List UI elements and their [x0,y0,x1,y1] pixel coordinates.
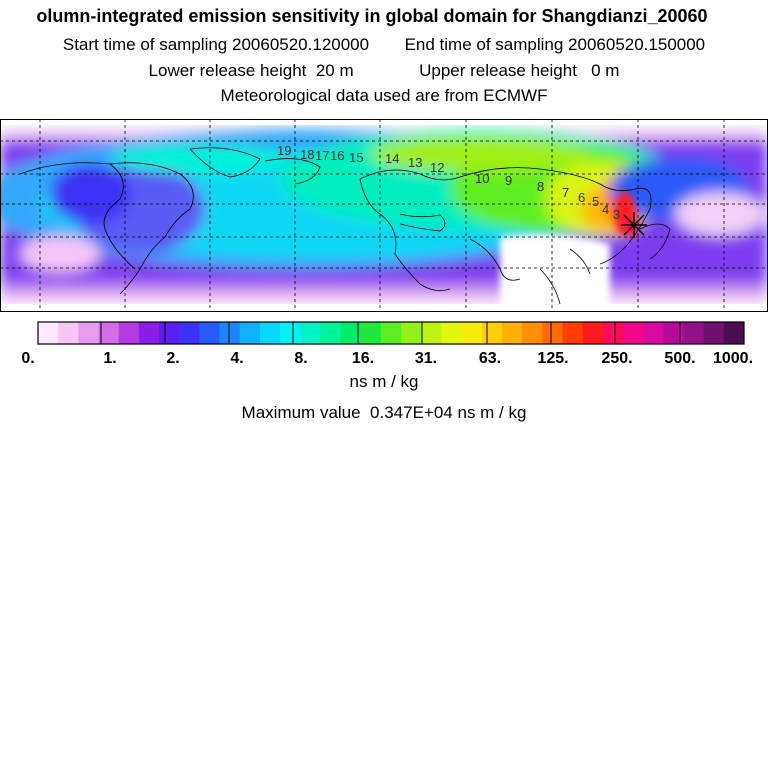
colorbar-cell [481,322,503,344]
release-heights: Lower release height 20 m Upper release … [0,61,768,81]
trajectory-label: 6 [578,190,585,205]
trajectory-label: 7 [562,185,569,200]
trajectory-label: 14 [385,151,399,166]
colorbar-cell [522,322,543,344]
trajectory-label: 13 [408,155,422,170]
colorbar-cell [98,322,120,344]
sensitivity-field [0,119,768,312]
colorbar-frame [37,321,745,345]
colorbar-cell [441,322,462,344]
colorbar-cell [683,322,705,344]
colorbar-cell [663,322,684,344]
trajectory-label: 19 [277,143,291,158]
colorbar-units: ns m / kg [349,372,419,391]
colorbar-tick-label: 0. [21,350,34,367]
colorbar-cell [602,322,624,344]
colorbar-cell [259,322,281,344]
trajectory-label: 12 [430,160,444,175]
start-time-label: Start time of sampling [62,35,228,54]
colorbar-tick-label: 250. [601,350,632,367]
colorbar-cell [199,322,220,344]
colorbar-cell [421,322,442,344]
colorbar-cell [138,322,160,344]
trajectory-label: 9 [505,173,512,188]
colorbar-cell [159,322,180,344]
end-time-label: End time of sampling [404,35,564,54]
maximum-value: Maximum value 0.347E+04 ns m / kg [0,403,768,423]
trajectory-label: 5 [592,194,599,209]
colorbar-cell [461,322,483,344]
colorbar-tick-label: 4. [230,350,243,367]
lower-height-value: 20 m [315,61,354,80]
trajectory-labels: 19 18 17 16 15 14 13 12 10 9 8 7 6 5 4 3 [277,143,620,222]
colorbar-cell [320,322,341,344]
colorbar-tick-label: 1000. [713,350,753,367]
colorbar-tick-labels: 0. 1. 2. 4. 8. 16. 31. 63. 125. 250. 500. 1000. [21,350,753,367]
colorbar-cell [562,322,584,344]
colorbar-tick-label: 500. [664,350,695,367]
trajectory-label: 17 [315,148,329,163]
upper-height-label: Upper release height [419,61,577,80]
colorbar-tick-label: 2. [166,350,179,367]
colorbar: 0. 1. 2. 4. 8. 16. 31. 63. 125. 250. 500. 1000. [21,321,753,367]
trajectory-label: 8 [537,179,544,194]
met-data-note: Meteorological data used are from ECMWF [220,86,548,105]
station-star-icon [621,212,647,238]
colorbar-cell [300,322,321,344]
trajectory-label: 4 [602,202,609,217]
colorbar-tick-label: 1. [103,350,116,367]
colorbar-cell [703,322,725,344]
colorbar-cell [340,322,362,344]
colorbar-cell [78,322,99,344]
colorbar-cell [401,322,422,344]
colorbar-cell [38,322,59,344]
maximum-value-label: Maximum value [241,403,361,422]
plot-title: olumn-integrated emission sensitivity in… [36,6,708,26]
trajectory-label: 15 [349,150,363,165]
colorbar-cell [723,322,745,344]
end-time-value: 20060520.150000 [568,35,706,54]
graticule [0,119,768,312]
colorbar-cell [280,322,301,344]
colorbar-tick-label: 125. [537,350,568,367]
colorbar-cell [239,322,261,344]
colorbar-cell [118,322,140,344]
trajectory-label: 16 [330,148,344,163]
lower-height-label: Lower release height [148,61,307,80]
trajectory-label: 18 [300,147,314,162]
colorbar-cell [582,322,604,344]
colorbar-cell [501,322,523,344]
sensitivity-map: 19 18 17 16 15 14 13 12 10 9 8 7 6 5 4 3 [0,119,768,312]
colorbar-cell [643,322,664,344]
colorbar-cells [38,322,745,344]
colorbar-cell [542,322,563,344]
sampling-times: Start time of sampling 20060520.120000 E… [0,35,768,55]
colorbar-cell [380,322,402,344]
colorbar-cell [219,322,241,344]
colorbar-tick-label: 8. [294,350,307,367]
colorbar-cell [622,322,644,344]
colorbar-tick-label: 63. [479,350,501,367]
colorbar-cell [179,322,200,344]
colorbar-tick-label: 16. [352,350,374,367]
maximum-value-number: 0.347E+04 ns m / kg [370,403,527,422]
start-time-value: 20060520.120000 [232,35,370,54]
trajectory-label: 10 [475,171,489,186]
trajectory-label: 3 [613,207,620,222]
colorbar-cell [58,322,79,344]
upper-height-value: 0 m [591,61,620,80]
colorbar-cell [360,322,382,344]
colorbar-tick-label: 31. [415,350,437,367]
coastlines [19,147,671,305]
